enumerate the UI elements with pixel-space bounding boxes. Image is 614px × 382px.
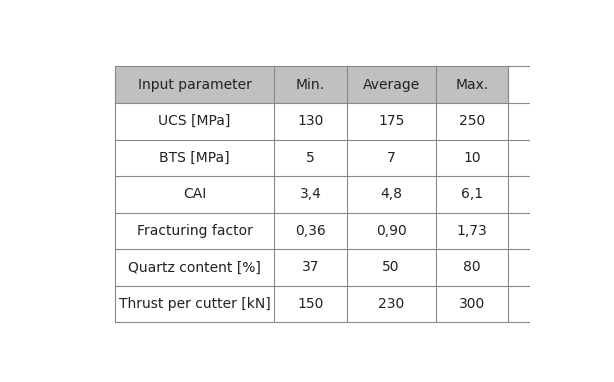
Bar: [347, 139, 436, 176]
Bar: [436, 213, 508, 249]
Text: Input parameter: Input parameter: [138, 78, 252, 92]
Text: 150: 150: [297, 297, 324, 311]
Bar: [347, 176, 436, 213]
Bar: [115, 139, 274, 176]
Bar: [436, 286, 508, 322]
Text: 5: 5: [306, 151, 315, 165]
Bar: [436, 249, 508, 286]
Text: 3,4: 3,4: [300, 188, 321, 201]
Bar: [274, 66, 347, 103]
Bar: [436, 103, 508, 139]
Text: 175: 175: [378, 114, 405, 128]
Text: 50: 50: [383, 261, 400, 275]
Bar: [347, 286, 436, 322]
Text: Average: Average: [362, 78, 420, 92]
Bar: [347, 66, 436, 103]
Text: Fracturing factor: Fracturing factor: [136, 224, 252, 238]
Text: BTS [MPa]: BTS [MPa]: [159, 151, 230, 165]
Bar: [115, 176, 274, 213]
Text: 10: 10: [463, 151, 481, 165]
Bar: [115, 66, 274, 103]
Bar: [436, 66, 508, 103]
Text: Thrust per cutter [kN]: Thrust per cutter [kN]: [119, 297, 270, 311]
Bar: [274, 103, 347, 139]
Text: 0,90: 0,90: [376, 224, 406, 238]
Text: 130: 130: [297, 114, 324, 128]
Text: Min.: Min.: [296, 78, 325, 92]
Bar: [115, 103, 274, 139]
Bar: [115, 286, 274, 322]
Bar: [436, 139, 508, 176]
Text: 37: 37: [301, 261, 319, 275]
Bar: [115, 213, 274, 249]
Text: 300: 300: [459, 297, 485, 311]
Bar: [274, 213, 347, 249]
Text: 0,36: 0,36: [295, 224, 326, 238]
Text: 230: 230: [378, 297, 404, 311]
Bar: [347, 249, 436, 286]
Text: 7: 7: [387, 151, 395, 165]
Text: Quartz content [%]: Quartz content [%]: [128, 261, 261, 275]
Text: 80: 80: [463, 261, 481, 275]
Text: 1,73: 1,73: [456, 224, 488, 238]
Bar: [347, 103, 436, 139]
Bar: [274, 176, 347, 213]
Bar: [274, 249, 347, 286]
Text: Max.: Max.: [455, 78, 489, 92]
Text: 4,8: 4,8: [380, 188, 402, 201]
Bar: [347, 213, 436, 249]
Bar: [274, 286, 347, 322]
Bar: [436, 176, 508, 213]
Text: 250: 250: [459, 114, 485, 128]
Text: CAI: CAI: [183, 188, 206, 201]
Bar: [115, 249, 274, 286]
Bar: [274, 139, 347, 176]
Text: UCS [MPa]: UCS [MPa]: [158, 114, 231, 128]
Text: 6,1: 6,1: [461, 188, 483, 201]
